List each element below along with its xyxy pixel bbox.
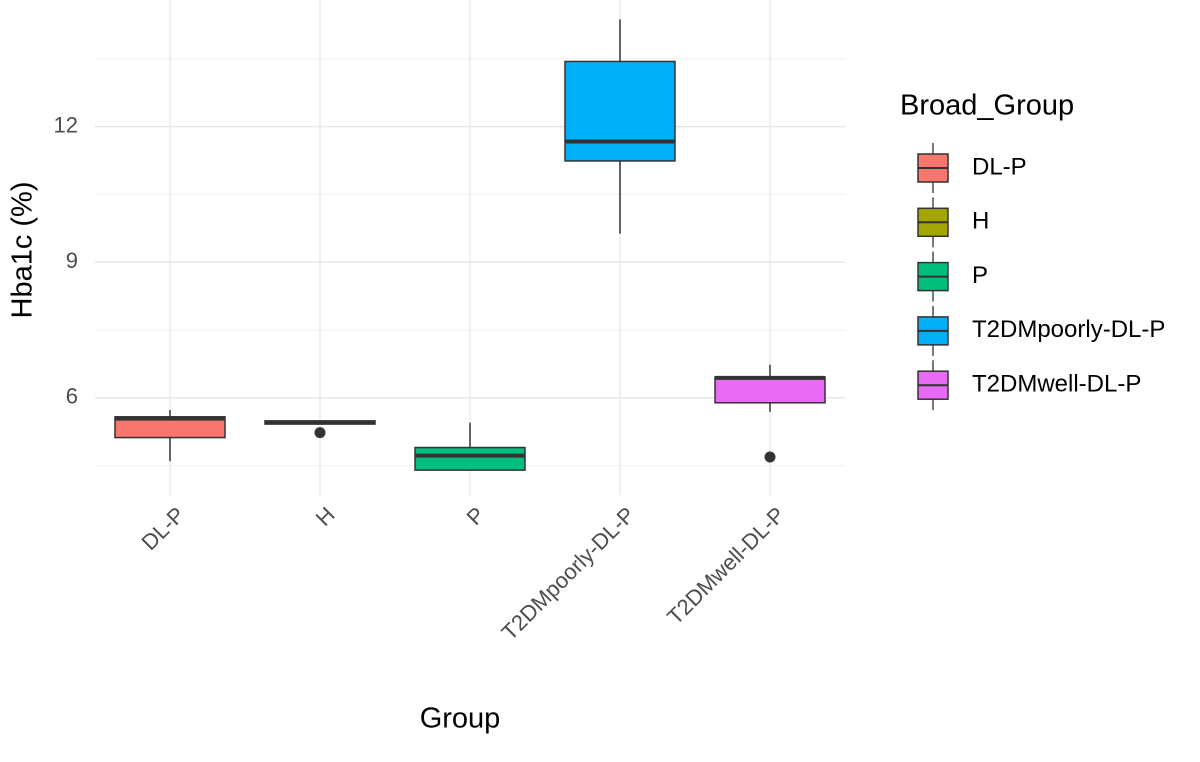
- legend-label: H: [972, 208, 989, 235]
- y-tick-label: 6: [66, 384, 78, 409]
- outlier: [314, 427, 326, 439]
- legend-label: DL-P: [972, 153, 1027, 180]
- legend-label: T2DMwell-DL-P: [972, 371, 1141, 398]
- y-axis-label: Hba1c (%): [7, 182, 39, 319]
- legend-label: T2DMpoorly-DL-P: [972, 316, 1165, 343]
- legend-title: Broad_Group: [900, 90, 1074, 122]
- x-axis-label: Group: [420, 703, 501, 735]
- x-tick-label: T2DMpoorly-DL-P: [497, 502, 640, 645]
- x-tick-label: T2DMwell-DL-P: [662, 502, 789, 629]
- y-tick-label: 12: [54, 112, 78, 137]
- box: [414, 446, 526, 471]
- x-tick-label: P: [462, 502, 490, 530]
- y-tick-label: 9: [66, 248, 78, 273]
- box: [714, 376, 826, 404]
- outlier: [764, 451, 776, 463]
- x-tick-label: H: [311, 502, 340, 531]
- legend-label: P: [972, 262, 988, 289]
- box: [564, 60, 676, 162]
- x-tick-label: DL-P: [137, 502, 190, 555]
